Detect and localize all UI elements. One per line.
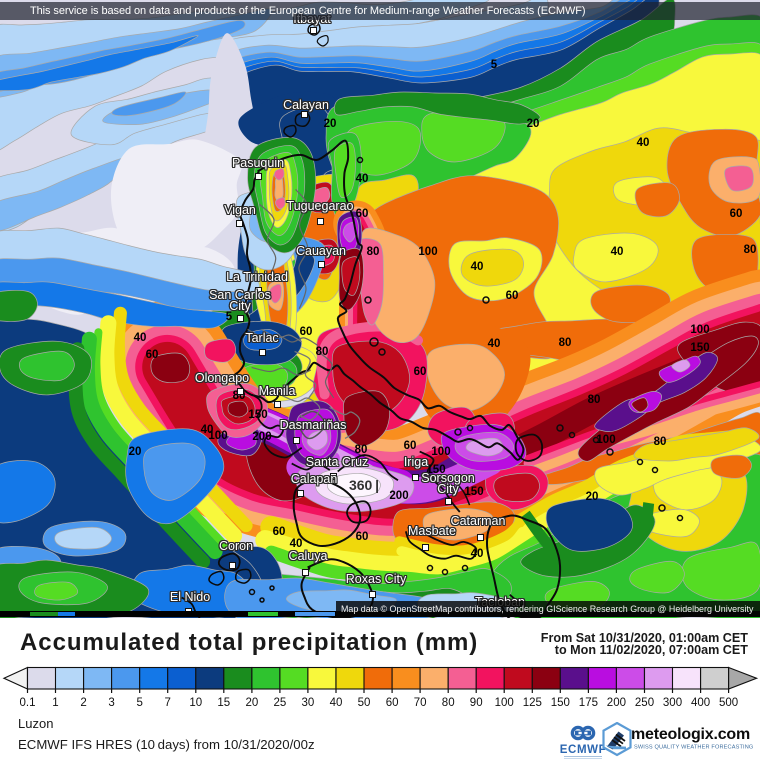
svg-text:1: 1 xyxy=(52,697,58,709)
svg-text:300: 300 xyxy=(663,697,682,709)
svg-text:250: 250 xyxy=(635,697,654,709)
svg-text:ECMWF: ECMWF xyxy=(560,744,606,756)
svg-text:200: 200 xyxy=(607,697,626,709)
svg-text:400: 400 xyxy=(691,697,710,709)
svg-text:40: 40 xyxy=(330,697,343,709)
svg-text:15: 15 xyxy=(217,697,230,709)
svg-text:70: 70 xyxy=(414,697,427,709)
svg-text:3: 3 xyxy=(108,697,114,709)
svg-text:20: 20 xyxy=(246,697,259,709)
svg-text:90: 90 xyxy=(470,697,483,709)
svg-text:175: 175 xyxy=(579,697,598,709)
svg-text:7: 7 xyxy=(164,697,170,709)
svg-text:60: 60 xyxy=(386,697,399,709)
svg-text:150: 150 xyxy=(551,697,570,709)
svg-text:125: 125 xyxy=(523,697,542,709)
svg-text:10: 10 xyxy=(189,697,202,709)
svg-text:25: 25 xyxy=(274,697,287,709)
svg-text:5: 5 xyxy=(136,697,142,709)
svg-text:30: 30 xyxy=(302,697,315,709)
svg-text:0.1: 0.1 xyxy=(20,697,36,709)
svg-text:100: 100 xyxy=(495,697,514,709)
svg-text:500: 500 xyxy=(719,697,738,709)
svg-text:50: 50 xyxy=(358,697,371,709)
svg-text:80: 80 xyxy=(442,697,455,709)
svg-text:2: 2 xyxy=(80,697,86,709)
